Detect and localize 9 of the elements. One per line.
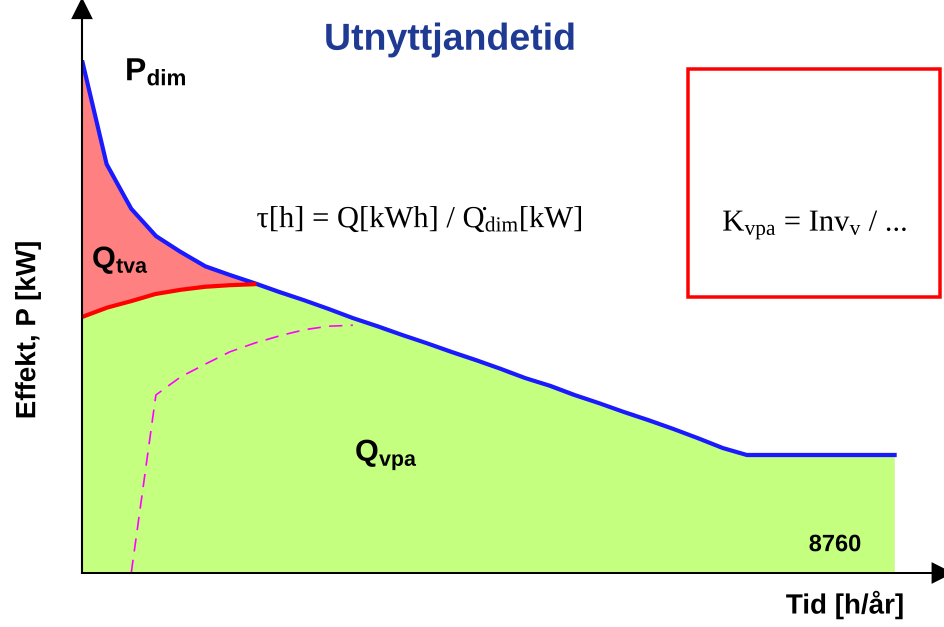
annotation: K$_{vpa}$ = Inv$_{v}$ / ... [723, 210, 906, 240]
annotation: 8760 [809, 534, 860, 552]
annotation: τ[h] = Q[kWh] / Q̇$_{dim}$[kW] [257, 206, 582, 232]
annotation: P$_{dim}$ [127, 58, 185, 86]
annotation: Q$_{vpa}$ [356, 440, 416, 470]
x-axis-title: Tid [h/år] [786, 590, 903, 620]
annotation: Q$_{tva}$ [93, 246, 148, 274]
y-axis-title: Effekt, P [kW] [15, 242, 41, 418]
chart-title: Utnyttjandetid [326, 22, 574, 58]
